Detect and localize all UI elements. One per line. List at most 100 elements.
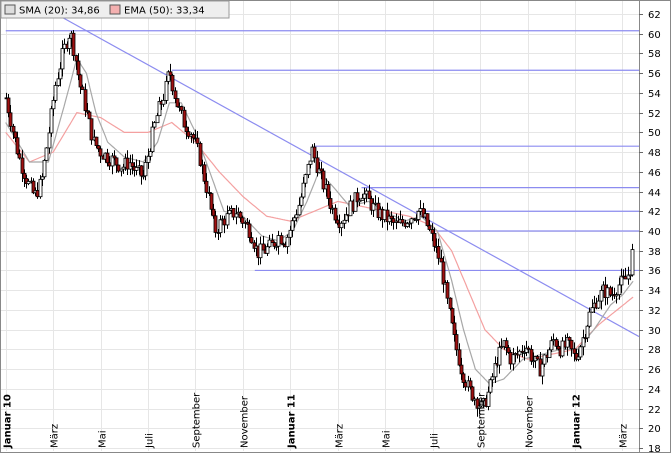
candle [567,336,572,347]
y-tick-label: 52 [648,109,661,120]
candle [182,106,187,128]
candle [209,192,214,216]
candle [355,187,360,208]
trendline-group [57,14,639,338]
candle [51,96,56,117]
candle [195,130,200,148]
candle [542,354,547,367]
candle [297,197,302,216]
candle [150,121,155,153]
candle [614,292,619,304]
x-tick-label: September [192,392,203,448]
candle [416,210,421,225]
y-tick-label: 44 [648,188,661,199]
candle [231,207,236,221]
candle [152,121,157,129]
candle [87,110,92,120]
candle [60,40,65,77]
candle [585,324,590,343]
candle [204,173,209,198]
y-tick-label: 56 [648,69,661,80]
candle [267,234,272,248]
candle [31,178,36,195]
candle [427,219,432,232]
candle [155,112,160,124]
candles [4,30,635,417]
candle [134,159,139,176]
candle [454,329,459,356]
y-tick-label: 54 [648,89,661,100]
candle [535,354,540,361]
candle [53,81,58,103]
candle [391,216,396,230]
candle [409,217,414,230]
candle [321,168,326,193]
x-tick-label: März [335,424,346,448]
candle [116,164,121,173]
y-tick-label: 50 [648,128,661,139]
x-tick-label: Mai [382,430,393,448]
candle [279,232,284,245]
candle [71,30,76,61]
x-tick-label: März [619,424,630,448]
candle [540,361,545,385]
candle [49,105,54,137]
candle [285,234,290,254]
candle [619,268,624,293]
y-tick-label: 62 [648,10,661,21]
candle [38,175,43,199]
candle [526,345,531,354]
candle [44,147,49,161]
candle [301,177,306,199]
candle [445,280,450,305]
y-tick-label: 28 [648,345,661,356]
candle [497,341,502,374]
candle [78,73,83,95]
y-tick-label: 42 [648,207,661,218]
y-tick-label: 20 [648,424,661,435]
y-tick-label: 38 [648,247,661,258]
candle [225,205,230,229]
candle [168,63,173,81]
candle [240,215,245,228]
candle [234,205,239,225]
candle [371,198,376,218]
candle [179,105,184,114]
y-tick-label: 22 [648,405,661,416]
candle [400,215,405,227]
x-tick-label: März [50,424,61,448]
candle [148,148,153,161]
y-tick-label: 18 [648,444,661,453]
y-tick-label: 32 [648,306,661,317]
candle [8,105,13,132]
y-tick-label: 24 [648,385,661,396]
candle [599,286,604,310]
candle [161,93,166,107]
x-tick-label: November [240,395,251,448]
candle [342,213,347,229]
y-tick-label: 34 [648,286,661,297]
candle [270,233,275,244]
candle [94,136,99,149]
x-tick-label: Januar 11 [287,394,298,449]
x-tick-label: Mai [98,430,109,448]
candle [80,84,85,91]
candle [110,152,115,175]
x-tick-label: Januar 10 [3,394,14,449]
candle [306,163,311,179]
legend-sma: SMA (20): 34,86 [19,6,100,17]
candle [547,347,552,359]
candle [249,232,254,244]
y-tick-label: 30 [648,326,661,337]
legend-ema: EMA (50): 33,34 [124,6,205,17]
candle [493,356,498,383]
candle [499,338,504,349]
candle [569,339,574,357]
candle [457,343,462,367]
x-tick-label: Juli [430,433,441,449]
candle [186,126,191,139]
candle [198,141,203,167]
candle [312,143,317,163]
